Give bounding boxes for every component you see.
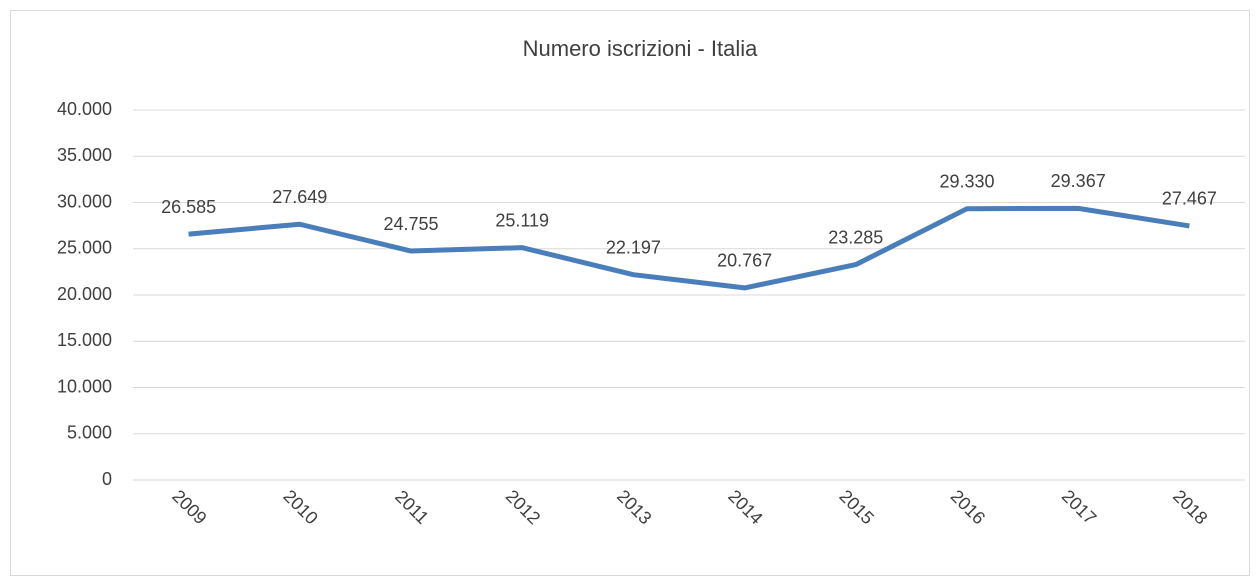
data-label: 27.467 xyxy=(1162,189,1217,209)
y-tick-label: 10.000 xyxy=(57,376,112,396)
y-tick-label: 25.000 xyxy=(57,238,112,258)
data-label: 27.649 xyxy=(272,187,327,207)
y-tick-label: 40.000 xyxy=(57,99,112,119)
y-tick-label: 0 xyxy=(102,469,112,489)
y-tick-label: 30.000 xyxy=(57,191,112,211)
data-label: 23.285 xyxy=(828,227,883,247)
line xyxy=(188,205,1190,291)
y-tick-label: 35.000 xyxy=(57,145,112,165)
data-label: 29.330 xyxy=(939,171,994,191)
data-label: 25.119 xyxy=(495,210,549,230)
data-label: 22.197 xyxy=(606,237,661,257)
chart-title: Numero iscrizioni - Italia xyxy=(523,36,758,61)
chart-border xyxy=(10,10,1250,576)
data-label: 20.767 xyxy=(717,251,772,271)
data-label: 26.585 xyxy=(161,197,216,217)
y-tick-label: 20.000 xyxy=(57,284,112,304)
data-label: 29.367 xyxy=(1051,171,1106,191)
y-tick-label: 5.000 xyxy=(67,423,112,443)
y-tick-label: 15.000 xyxy=(57,330,112,350)
data-label: 24.755 xyxy=(383,214,438,234)
